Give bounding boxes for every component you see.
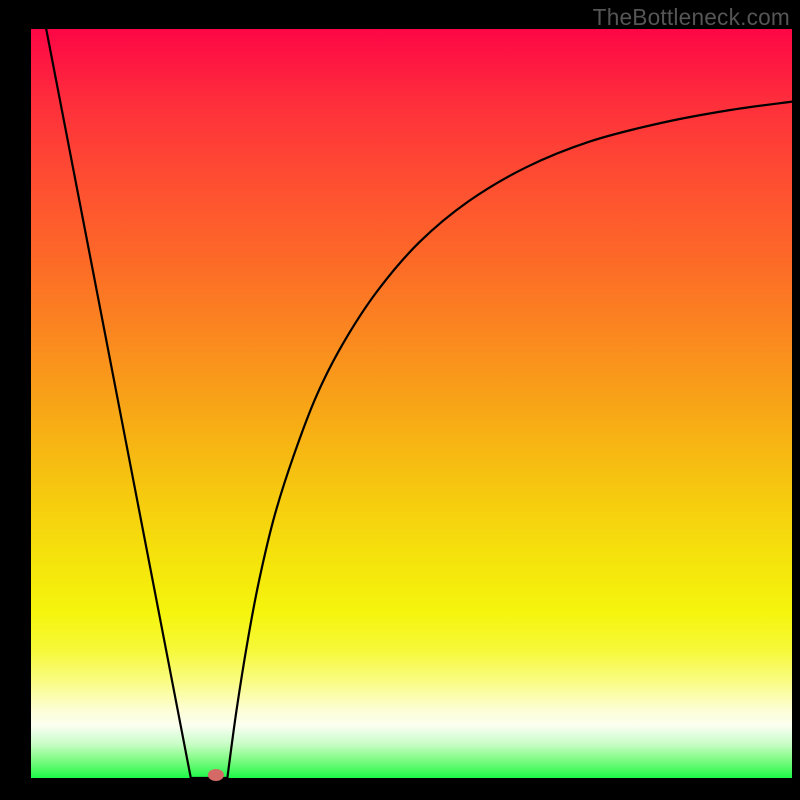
plot-area-gradient-bg (31, 29, 792, 778)
figure-container: TheBottleneck.com (0, 0, 800, 800)
optimal-point-marker (208, 769, 224, 781)
bottleneck-chart (0, 0, 800, 800)
attribution-label: TheBottleneck.com (593, 4, 790, 31)
